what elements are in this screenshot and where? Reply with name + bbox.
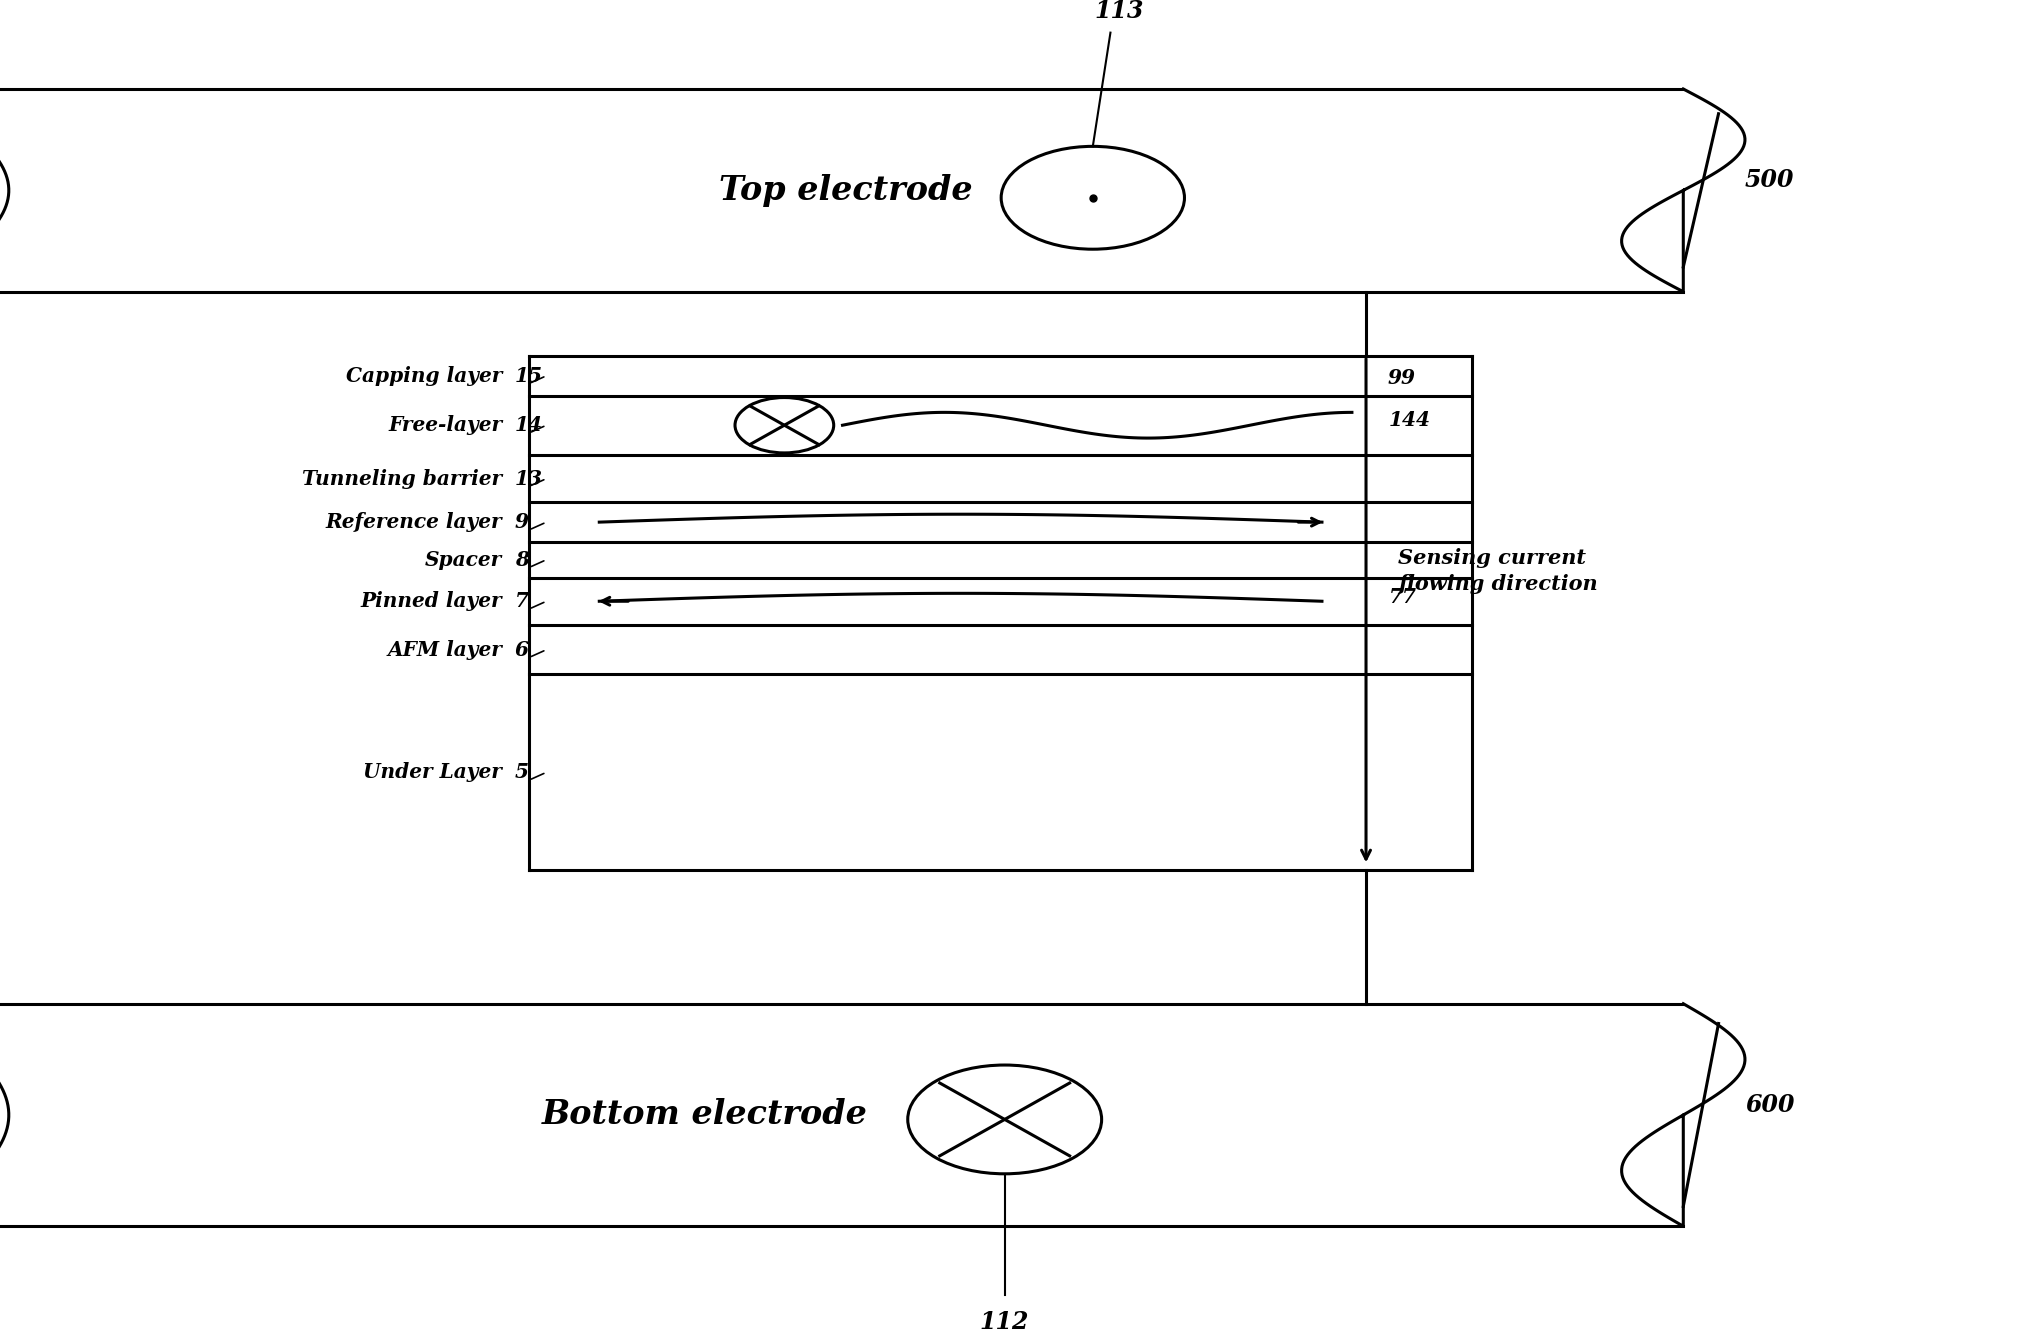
Text: 9: 9: [515, 513, 529, 533]
Text: 6: 6: [515, 639, 529, 659]
Text: 600: 600: [1745, 1093, 1794, 1117]
Text: Free-layer: Free-layer: [389, 415, 503, 435]
Text: 112: 112: [979, 1310, 1030, 1334]
Text: Tunneling barrier: Tunneling barrier: [302, 469, 503, 489]
Text: Bottom electrode: Bottom electrode: [541, 1099, 868, 1132]
Text: 500: 500: [1745, 168, 1794, 192]
Text: Spacer: Spacer: [426, 550, 503, 570]
Text: 5: 5: [515, 762, 529, 782]
Text: 8: 8: [515, 550, 529, 570]
Text: Reference layer: Reference layer: [326, 513, 503, 533]
Text: 113: 113: [1095, 0, 1143, 23]
Text: Under Layer: Under Layer: [363, 762, 503, 782]
Text: 144: 144: [1388, 410, 1431, 430]
Text: Sensing current
flowing direction: Sensing current flowing direction: [1399, 547, 1597, 594]
Text: Pinned layer: Pinned layer: [361, 591, 503, 611]
Text: AFM layer: AFM layer: [387, 639, 503, 659]
Text: 7: 7: [515, 591, 529, 611]
Text: Top electrode: Top electrode: [720, 174, 973, 207]
Text: Capping layer: Capping layer: [347, 366, 503, 386]
Text: 77: 77: [1388, 587, 1417, 607]
Text: 15: 15: [515, 366, 543, 386]
Text: 13: 13: [515, 469, 543, 489]
Text: 14: 14: [515, 415, 543, 435]
Text: 99: 99: [1386, 368, 1415, 388]
